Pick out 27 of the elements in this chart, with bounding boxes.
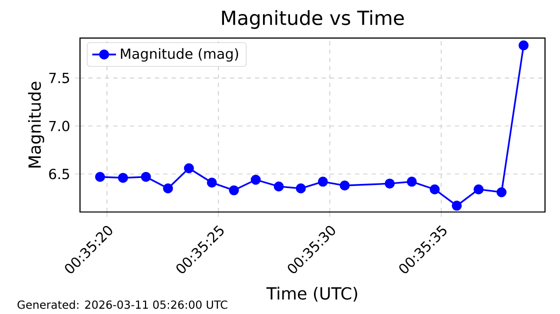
point xyxy=(340,180,350,191)
point xyxy=(318,176,328,187)
point xyxy=(163,183,174,194)
y-tick-label: 6.5 xyxy=(49,168,70,180)
point xyxy=(452,200,462,211)
point xyxy=(384,178,395,189)
point xyxy=(95,172,106,182)
point xyxy=(296,183,306,194)
point xyxy=(430,184,440,194)
point xyxy=(274,181,284,192)
point xyxy=(518,40,529,50)
y-axis-title: Magnitude xyxy=(28,82,44,168)
x-axis-title: Time (UTC) xyxy=(266,286,358,302)
point xyxy=(474,184,484,194)
legend-label: Magnitude (mag) xyxy=(120,48,238,62)
point xyxy=(496,187,507,198)
point xyxy=(140,172,151,182)
y-tick-label: 7.0 xyxy=(49,120,70,132)
y-tick-label: 7.5 xyxy=(49,72,70,84)
chart-title: Magnitude vs Time xyxy=(222,10,404,29)
point xyxy=(228,185,239,196)
point xyxy=(184,163,194,174)
point xyxy=(206,178,217,188)
point xyxy=(118,172,128,183)
point xyxy=(406,176,417,187)
point xyxy=(250,174,261,185)
text: Generated: 2026-03-11 05:26:00 UTC xyxy=(18,300,228,309)
